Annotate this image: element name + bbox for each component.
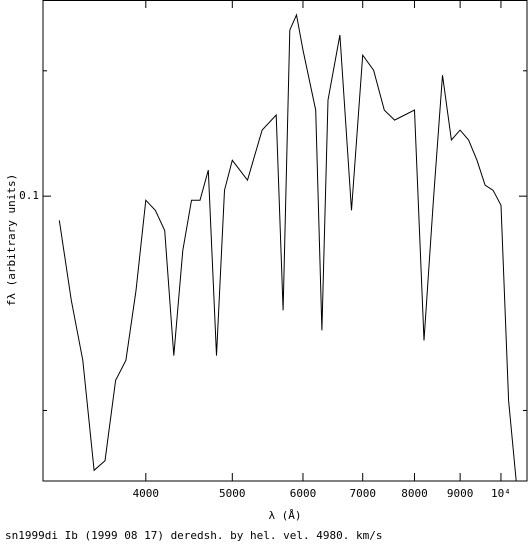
spectrum-line bbox=[58, 13, 517, 482]
x-axis-label: λ (Å) bbox=[268, 509, 301, 522]
x-tick-label: 5000 bbox=[219, 487, 246, 500]
y-tick-label: 0.1 bbox=[19, 189, 39, 202]
x-tick-label: 4000 bbox=[133, 487, 160, 500]
x-tick-label: 7000 bbox=[349, 487, 376, 500]
caption: sn1999di Ib (1999 08 17) deredsh. by hel… bbox=[5, 529, 383, 542]
plot-frame bbox=[42, 0, 528, 482]
x-tick-label: 10⁴ bbox=[491, 487, 511, 500]
x-tick-label: 6000 bbox=[290, 487, 317, 500]
y-axis-label: fλ (arbitrary units) bbox=[5, 174, 18, 306]
x-tick-label: 9000 bbox=[447, 487, 474, 500]
x-tick-label: 8000 bbox=[401, 487, 428, 500]
